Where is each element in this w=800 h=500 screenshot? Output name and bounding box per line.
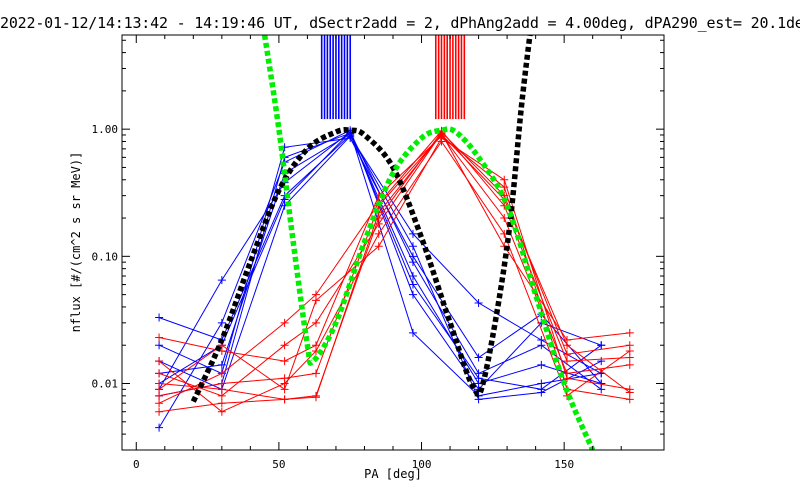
series-15-point-5 (437, 130, 446, 139)
fit-layer (190, 35, 596, 450)
series-9-point-8 (625, 360, 634, 369)
series-13-point-3 (311, 290, 320, 299)
series-3-point-0 (155, 423, 164, 432)
series-5-point-5 (474, 374, 483, 383)
series-8-point-0 (155, 407, 164, 416)
series-3-point-1 (217, 318, 226, 327)
y-tick-label-2: 1.00 (92, 123, 119, 136)
series-14-point-1 (217, 407, 226, 416)
fit-curve-0 (190, 35, 533, 403)
series-13-point-0 (155, 399, 164, 408)
series-14-point-4 (374, 229, 383, 238)
series-line-6 (158, 137, 602, 384)
series-6-point-5 (474, 353, 483, 362)
series-line-4 (158, 135, 602, 390)
series-15-point-2 (280, 395, 289, 404)
series-7-point-2 (280, 195, 289, 204)
series-1-point-6 (537, 360, 546, 369)
fit-curve-1 (261, 35, 596, 450)
series-12-point-6 (500, 175, 509, 184)
series-11-point-4 (374, 219, 383, 228)
series-10-point-8 (625, 395, 634, 404)
y-tick-label-0: 0.01 (92, 378, 119, 391)
series-11-point-2 (280, 341, 289, 350)
series-10-point-2 (280, 357, 289, 366)
x-axis-label: PA [deg] (364, 467, 422, 481)
series-0-point-1 (217, 276, 226, 285)
series-layer (155, 126, 634, 432)
series-line-2 (158, 134, 602, 400)
series-10-point-0 (155, 333, 164, 342)
series-11-point-8 (625, 328, 634, 337)
series-2-point-4 (408, 242, 417, 251)
series-15-point-8 (625, 388, 634, 397)
series-2-point-7 (597, 357, 606, 366)
series-9-point-3 (311, 369, 320, 378)
series-7-point-6 (537, 379, 546, 388)
series-13-point-1 (217, 369, 226, 378)
series-14-point-0 (155, 357, 164, 366)
marker-layer (320, 35, 466, 120)
series-9-point-6 (500, 214, 509, 223)
series-5-point-4 (408, 280, 417, 289)
series-3-point-4 (408, 290, 417, 299)
series-11-point-0 (155, 369, 164, 378)
series-4-point-4 (408, 229, 417, 238)
series-line-5 (159, 132, 602, 397)
series-13-point-2 (280, 318, 289, 327)
series-5-point-7 (597, 341, 606, 350)
series-4-point-6 (537, 335, 546, 344)
series-6-point-4 (408, 252, 417, 261)
series-14-point-5 (437, 137, 446, 146)
x-tick-label-1: 50 (272, 458, 285, 471)
series-15-point-0 (155, 379, 164, 388)
series-4-point-5 (474, 298, 483, 307)
series-14-point-8 (625, 347, 634, 356)
series-1-point-4 (408, 272, 417, 281)
series-13-point-7 (563, 357, 572, 366)
y-axis-label: nflux [#/(cm^2 s sr MeV)] (69, 152, 83, 333)
x-tick-label-3: 150 (554, 458, 574, 471)
x-tick-label-2: 100 (412, 458, 432, 471)
series-2-point-0 (155, 313, 164, 322)
series-15-point-1 (217, 385, 226, 394)
series-15-point-7 (563, 341, 572, 350)
series-line-7 (158, 131, 602, 397)
chart-title: 2022-01-12/14:13:42 - 14:19:46 UT, dSect… (0, 14, 800, 32)
series-8-point-1 (217, 399, 226, 408)
y-tick-label-1: 0.10 (92, 250, 119, 263)
series-12-point-7 (563, 374, 572, 383)
series-line-14 (158, 140, 631, 413)
series-11-point-3 (311, 318, 320, 327)
series-7-point-4 (408, 328, 417, 337)
series-15-point-3 (311, 393, 320, 402)
series-14-point-2 (280, 379, 289, 388)
series-12-point-4 (374, 242, 383, 251)
series-6-point-0 (155, 341, 164, 350)
x-tick-label-0: 0 (133, 458, 140, 471)
axis-layer: 0 50 100 150 0.01 0.10 1.00 (92, 35, 664, 471)
series-line-1 (159, 133, 602, 385)
